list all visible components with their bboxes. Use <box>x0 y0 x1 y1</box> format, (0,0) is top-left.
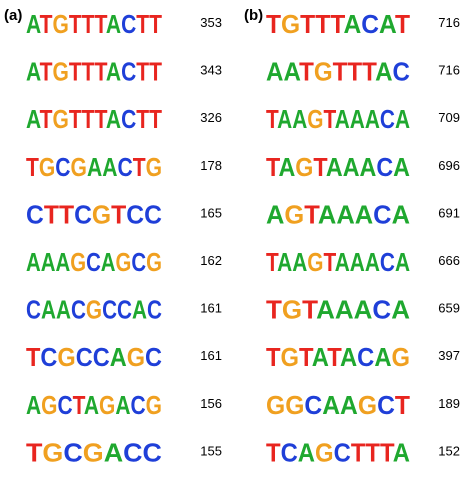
sequence-logo: ATGTTTACTT <box>26 57 162 87</box>
count: 716 <box>438 15 460 30</box>
count: 716 <box>438 63 460 78</box>
count: 691 <box>438 205 460 220</box>
sequence-logo: ATGTTTACTT <box>26 9 162 39</box>
panel-label: (a) <box>4 7 22 24</box>
sequence-logo: AATGTTTAC <box>266 57 410 87</box>
count: 178 <box>200 158 222 173</box>
count: 161 <box>200 301 222 316</box>
count: 165 <box>200 205 222 220</box>
count: 397 <box>438 348 460 363</box>
sequence-logo: TCAGCTTTA <box>266 437 410 467</box>
sequence-logo: TCGCCAGC <box>26 342 162 372</box>
count: 152 <box>438 443 460 458</box>
sequence-logo: TGCGACC <box>26 437 162 467</box>
sequence-logo: TAAGTAAACA <box>266 104 410 134</box>
count: 156 <box>200 396 222 411</box>
count: 162 <box>200 253 222 268</box>
sequence-logo: CTTCGTCC <box>26 199 162 229</box>
sequence-logo: TGTATACAG <box>266 342 410 372</box>
sequence-logo: GGCAAGCT <box>266 390 410 420</box>
sequence-logo: TGTAAACA <box>266 295 410 325</box>
count: 659 <box>438 301 460 316</box>
sequence-logo: TAAGTAAACA <box>266 247 410 277</box>
sequence-logo: AAAGCAGCG <box>26 247 162 277</box>
sequence-logo: CAACGCCAC <box>26 295 162 325</box>
sequence-logo: TGTTTACAT <box>266 9 410 39</box>
count: 353 <box>200 15 222 30</box>
count: 189 <box>438 396 460 411</box>
panel-label: (b) <box>244 7 263 24</box>
count: 709 <box>438 110 460 125</box>
count: 155 <box>200 443 222 458</box>
count: 696 <box>438 158 460 173</box>
count: 666 <box>438 253 460 268</box>
sequence-logo: AGCTAGACG <box>26 390 162 420</box>
count: 326 <box>200 110 222 125</box>
count: 343 <box>200 63 222 78</box>
sequence-logo: TAGTAAACA <box>266 152 410 182</box>
sequence-logo: TGCGAACTG <box>26 152 162 182</box>
sequence-logo: ATGTTTACTT <box>26 104 162 134</box>
sequence-logo: AGTAAACA <box>266 199 410 229</box>
count: 161 <box>200 348 222 363</box>
